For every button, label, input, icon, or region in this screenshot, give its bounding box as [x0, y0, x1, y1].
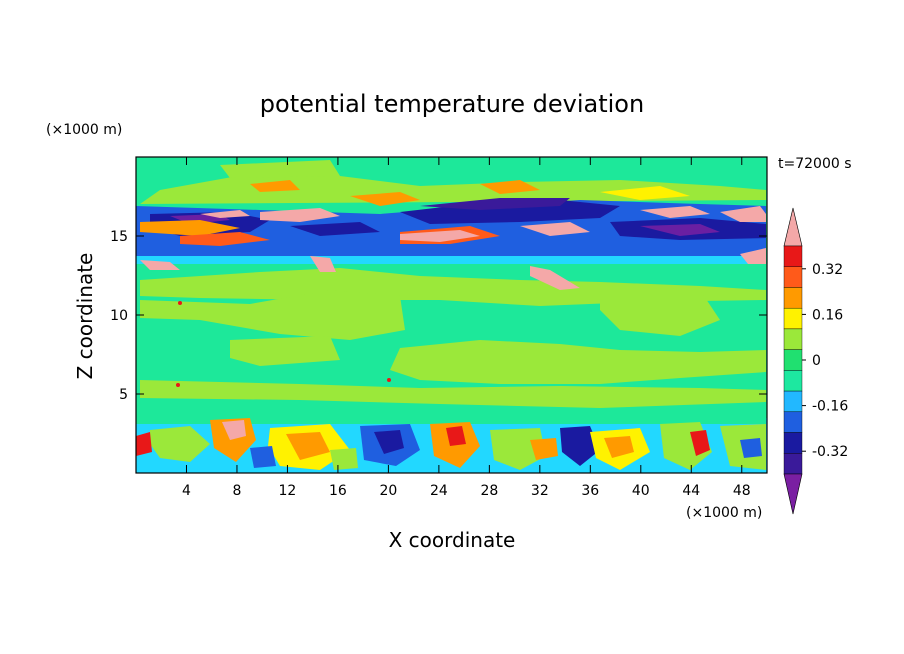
- x-tick-label: 24: [430, 483, 448, 499]
- x-tick-label: 20: [379, 483, 397, 499]
- colorbar-swatch: [783, 307, 803, 330]
- x-tick-label: 16: [329, 483, 347, 499]
- chart-title: potential temperature deviation: [260, 90, 644, 118]
- colorbar-tick-label: 0.32: [812, 262, 843, 278]
- y-axis-ticks: 5 10 15: [110, 229, 767, 403]
- colorbar-swatch: [783, 370, 803, 392]
- colorbar: -0.32 -0.16 0 0.16 0.32: [783, 207, 848, 515]
- x-tick-label: 8: [232, 483, 241, 499]
- colorbar-tick-label: -0.16: [812, 399, 848, 415]
- y-axis-label: Z coordinate: [73, 253, 97, 380]
- x-tick-label: 44: [682, 483, 700, 499]
- colorbar-swatch: [783, 390, 803, 413]
- y-tick-label: 15: [110, 229, 128, 245]
- x-tick-label: 28: [480, 483, 498, 499]
- colorbar-swatch: [783, 266, 803, 288]
- x-tick-label: 48: [733, 483, 751, 499]
- x-axis-label: X coordinate: [389, 528, 516, 552]
- x-unit-label: (×1000 m): [686, 505, 762, 521]
- colorbar-top-extension: [783, 207, 803, 247]
- colorbar-swatch: [783, 432, 803, 454]
- x-tick-label: 40: [632, 483, 650, 499]
- colorbar-tick-label: 0: [812, 353, 821, 369]
- x-tick-label: 36: [581, 483, 599, 499]
- x-axis-ticks: 4 8 12 16 20 24 28 32 36 40 44 48: [182, 157, 751, 499]
- colorbar-swatch: [783, 245, 803, 267]
- colorbar-swatch: [783, 287, 803, 309]
- colorbar-swatch: [783, 453, 803, 475]
- colorbar-swatch: [783, 328, 803, 350]
- x-tick-label: 4: [182, 483, 191, 499]
- colorbar-tick-label: 0.16: [812, 307, 843, 323]
- x-tick-label: 32: [531, 483, 549, 499]
- colorbar-tick-label: -0.32: [812, 444, 848, 460]
- x-tick-label: 12: [279, 483, 297, 499]
- colorbar-swatch: [783, 349, 803, 371]
- y-tick-label: 5: [119, 387, 128, 403]
- mid-layer-specks: [176, 301, 391, 387]
- upper-layer-warm: [140, 180, 766, 290]
- colorbar-swatch: [783, 411, 803, 433]
- y-tick-label: 10: [110, 308, 128, 324]
- plot-area: [136, 157, 767, 473]
- colorbar-bottom-extension: [783, 473, 803, 515]
- y-unit-label: (×1000 m): [46, 122, 122, 138]
- time-label: t=72000 s: [778, 156, 852, 172]
- boundary-layer: [136, 418, 767, 473]
